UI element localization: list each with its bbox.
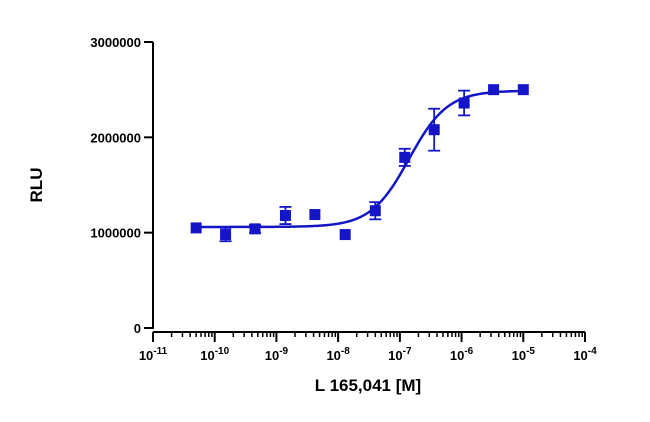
y-tick-label: 2000000 (90, 130, 141, 145)
data-point (517, 84, 529, 96)
y-axis-title: RLU (27, 168, 46, 203)
y-tick-label: 1000000 (90, 226, 141, 241)
x-tick-label: 10-11 (139, 346, 168, 363)
fit-curve (196, 89, 524, 229)
data-point (309, 209, 321, 221)
data-point (339, 229, 351, 241)
x-tick-label: 10-7 (388, 346, 412, 363)
x-tick-label: 10-9 (265, 346, 289, 363)
axes: 0 1000000 2000000 3000000 10-11 10-10 10-9 10-8… (90, 35, 597, 363)
x-axis-title: L 165,041 [M] (315, 376, 421, 395)
x-tick-label: 10-4 (573, 346, 597, 363)
data-point (458, 97, 470, 109)
data-point (428, 124, 440, 136)
y-tick-label: 3000000 (90, 35, 141, 50)
data-point (488, 84, 500, 96)
x-tick-label: 10-10 (200, 346, 229, 363)
data-point (399, 151, 411, 163)
data-points-layer (190, 84, 529, 243)
data-point (369, 205, 381, 217)
fit-curve-layer (196, 89, 524, 229)
data-point (249, 223, 261, 235)
y-tick-label: 0 (134, 321, 141, 336)
x-tick-label: 10-6 (450, 346, 474, 363)
x-tick-label: 10-8 (326, 346, 350, 363)
data-point (190, 222, 202, 234)
x-tick-label: 10-5 (512, 346, 536, 363)
data-point (220, 229, 232, 241)
data-point (279, 210, 291, 222)
